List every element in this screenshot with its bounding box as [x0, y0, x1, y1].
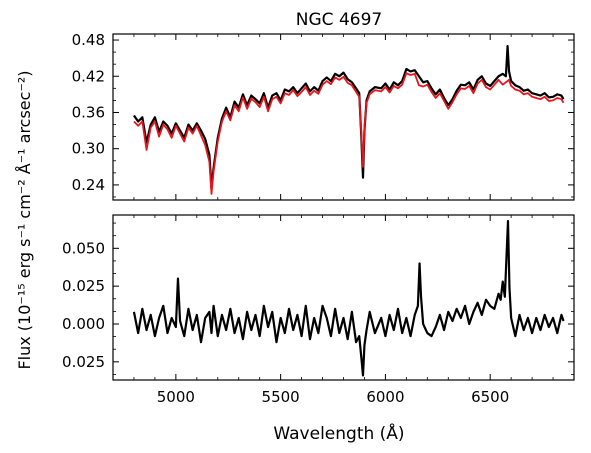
top-panel: 0.24 0.30 0.36 0.42 0.48: [72, 31, 575, 201]
top-series-line-0: [133, 44, 565, 190]
top-ytick-label-2: 0.36: [72, 103, 105, 121]
top-ytick-label-1: 0.30: [72, 140, 105, 158]
figure-title: NGC 4697: [296, 10, 382, 30]
top-series-line-1: [133, 72, 565, 195]
bottom-series-line-0: [132, 219, 565, 377]
bottom-xtick-label-5500: 5500: [262, 388, 300, 406]
top-ytick-label-3: 0.42: [72, 67, 105, 85]
bottom-xtick-label-6500: 6500: [471, 388, 509, 406]
bottom-ytick-label-2: 0.025: [62, 277, 105, 295]
bottom-ytick-label-1: 0.000: [62, 315, 105, 333]
bottom-ytick-label-3: 0.050: [62, 239, 105, 257]
top-axes-frame: [112, 33, 575, 201]
bottom-xtick-label-5000: 5000: [157, 388, 195, 406]
y-axis-label: Flux (10⁻¹⁵ erg s⁻¹ cm⁻² Å⁻¹ arcsec⁻²): [15, 70, 34, 369]
bottom-ytick-label-0: 0.025: [62, 353, 105, 371]
x-axis-label: Wavelength (Å): [273, 422, 404, 444]
top-ytick-label-0: 0.24: [72, 176, 105, 194]
top-ytick-label-4: 0.48: [72, 31, 105, 49]
bottom-xtick-label-6000: 6000: [366, 388, 404, 406]
bottom-panel: 5000 5500 6000 6500 0.025 0.000 0.025 0.050: [62, 214, 575, 406]
